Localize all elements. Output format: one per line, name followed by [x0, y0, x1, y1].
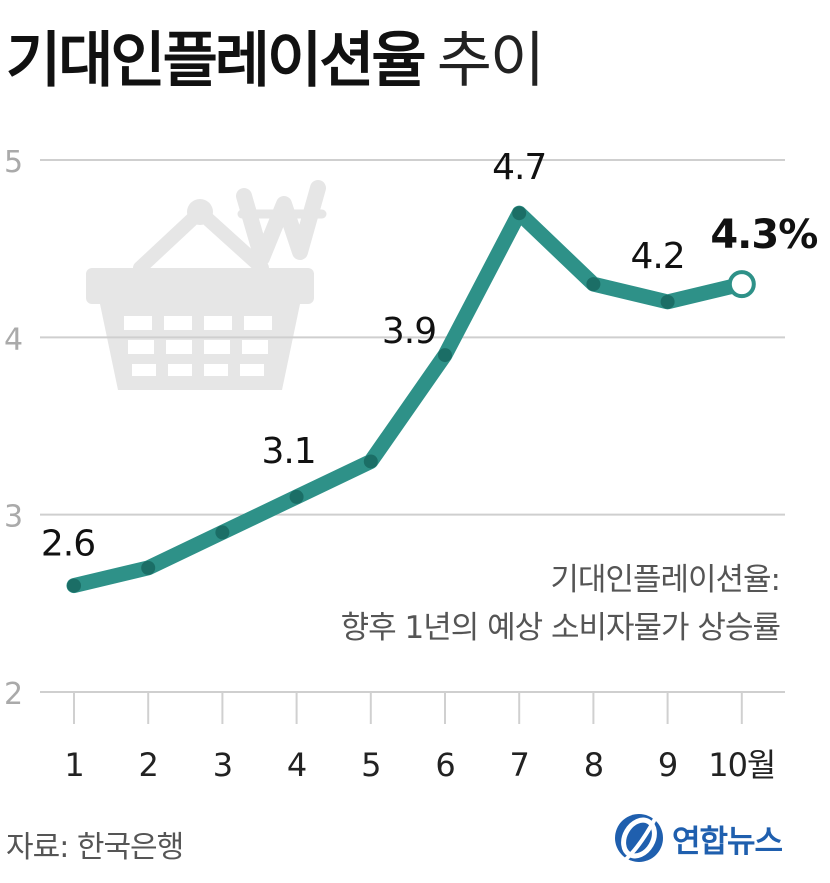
x-tick-label: 9 — [658, 746, 677, 784]
data-label: 2.6 — [41, 524, 95, 565]
data-label: 4.7 — [492, 147, 546, 188]
annotation-text: 기대인플레이션율: — [550, 562, 780, 598]
data-point-last — [727, 270, 756, 299]
data-point — [215, 525, 230, 540]
y-tick-label: 4 — [4, 322, 23, 357]
yonhap-logo-icon — [615, 814, 663, 863]
data-label: 3.9 — [382, 311, 436, 352]
data-point — [67, 578, 81, 593]
data-point — [660, 294, 675, 309]
data-point — [363, 454, 378, 469]
data-label: 4.2 — [630, 236, 684, 277]
logo-text: 연합뉴스 — [672, 823, 783, 860]
y-tick-label: 5 — [4, 145, 23, 180]
data-point — [586, 277, 601, 292]
annotation-text: 향후 1년의 예상 소비자물가 상승률 — [341, 610, 780, 646]
x-tick-label: 10월 — [708, 746, 775, 784]
shopping-basket-icon — [86, 199, 314, 390]
x-tick-label: 3 — [213, 746, 232, 784]
x-tick-label: 7 — [510, 746, 529, 784]
x-tick-label: 8 — [584, 746, 603, 784]
x-tick-label: 5 — [361, 746, 380, 784]
data-point — [512, 206, 527, 221]
yonhap-logo: 연합뉴스 — [610, 808, 783, 868]
series-line — [66, 205, 750, 594]
x-tick-label: 2 — [139, 746, 158, 784]
data-label: 4.3% — [710, 212, 817, 258]
y-tick-label: 3 — [4, 500, 23, 535]
data-label: 3.1 — [261, 431, 315, 472]
x-tick-label: 4 — [287, 746, 306, 784]
chart-title-sub: 추이 — [436, 26, 545, 96]
data-point — [289, 489, 304, 504]
data-point — [438, 348, 452, 363]
chart-title-main: 기대인플레이션율 — [6, 26, 427, 96]
chart-title: 기대인플레이션율 추이 — [6, 12, 545, 99]
x-tick-label: 6 — [435, 746, 454, 784]
y-tick-label: 2 — [4, 677, 23, 712]
won-sign-icon — [236, 180, 327, 266]
data-point — [141, 560, 156, 575]
x-tick-label: 1 — [64, 746, 83, 784]
source-note: 자료: 한국은행 — [6, 830, 184, 865]
